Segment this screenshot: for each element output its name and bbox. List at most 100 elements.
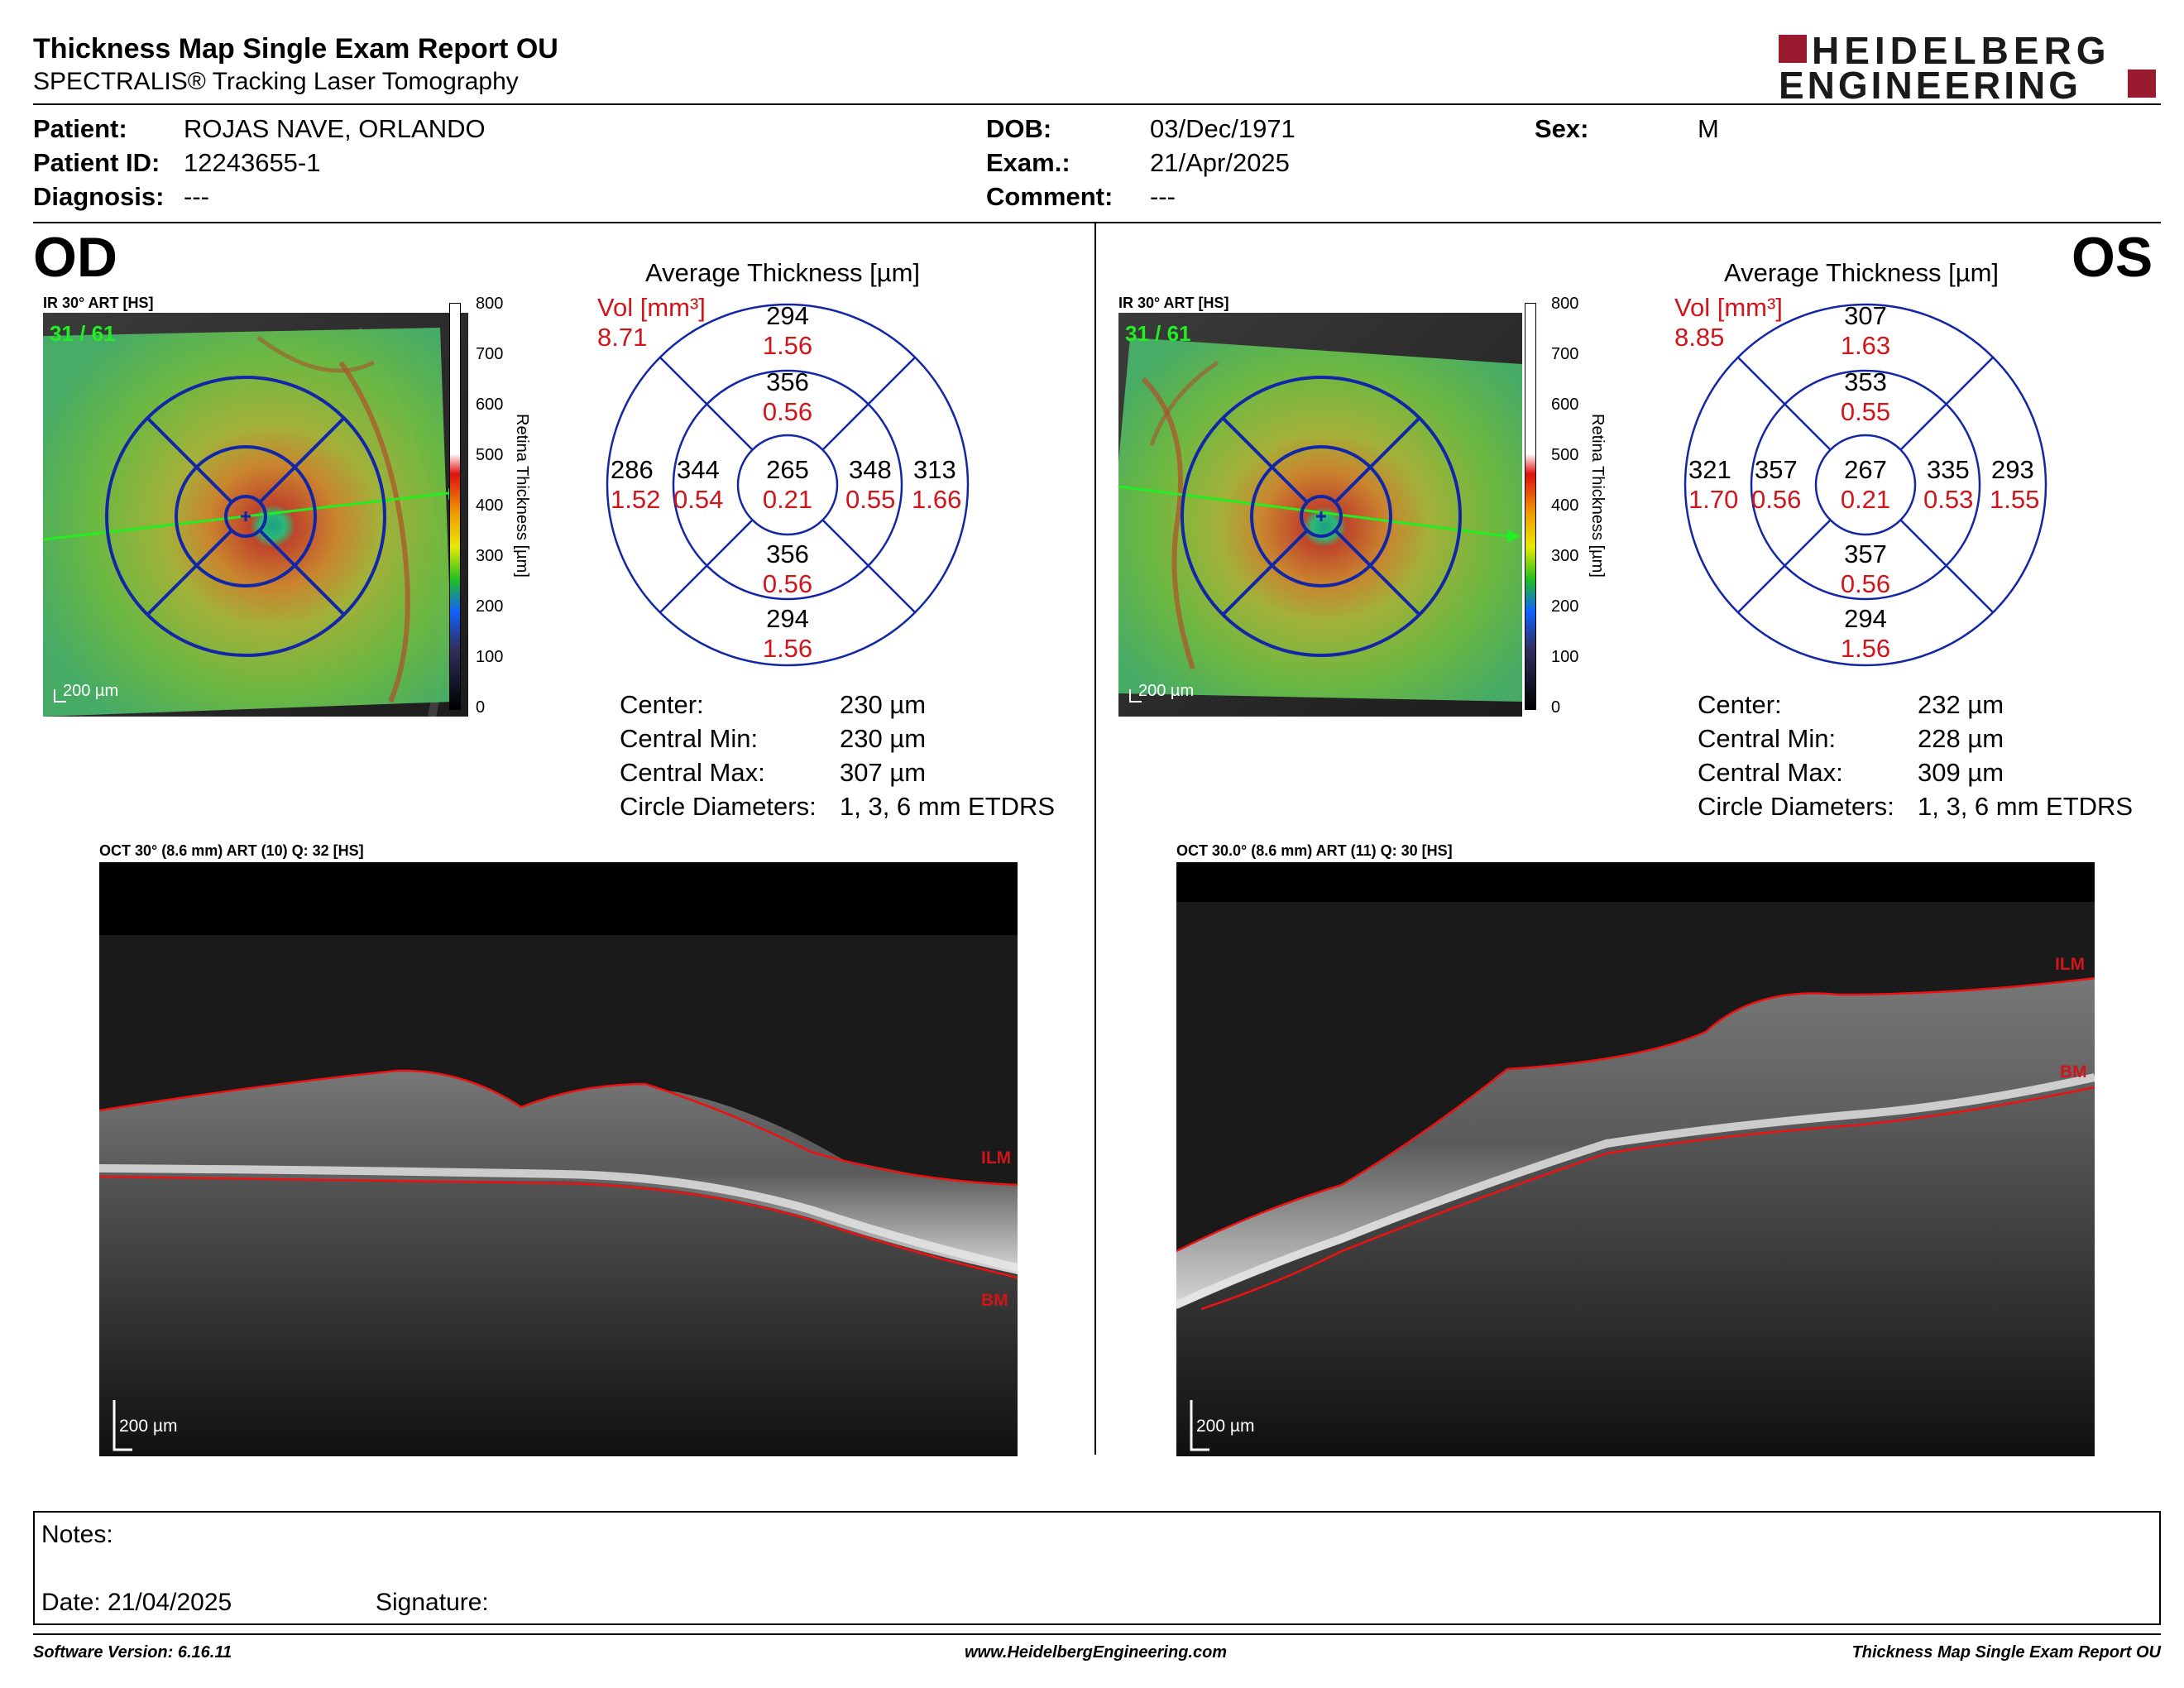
date-label: Date: 21/04/2025 [41, 1589, 232, 1616]
thickness-colorbar-os: 800 700 600 500 400 300 200 100 0 [1525, 295, 1607, 717]
outer-inf-thickness: 294 [766, 604, 809, 633]
scale-bar-od: 200 µm [63, 682, 119, 700]
outer-inf-volume: 1.56 [1840, 634, 1891, 663]
eye-label-od: OD [33, 226, 117, 289]
outer-sup-thickness: 307 [1844, 301, 1887, 330]
signature-label: Signature: [376, 1589, 489, 1616]
outer-left-thickness: 321 [1688, 455, 1731, 484]
outer-right-volume: 1.66 [912, 485, 962, 514]
outer-inf-volume: 1.56 [762, 634, 813, 663]
inner-right-volume: 0.53 [1923, 485, 1974, 514]
stat-center-label-os: Center: [1698, 690, 1782, 719]
report-subtitle: SPECTRALIS® Tracking Laser Tomography [33, 68, 519, 95]
inner-sup-thickness: 356 [766, 367, 809, 396]
etdrs-grid-od [606, 303, 970, 667]
outer-sup-thickness: 294 [766, 301, 809, 330]
patient-id: 12243655-1 [184, 148, 321, 177]
etdrs-values-os: 307 1.63 353 0.55 267 0.21 357 0.56 294 … [1682, 301, 2049, 669]
vol-value-od: 8.71 [597, 323, 648, 352]
stat-min-label-od: Central Min: [620, 724, 759, 753]
heidelberg-logo: HEIDELBERG ENGINEERING [1779, 29, 2159, 107]
oct-scale-od: 200 µm [119, 1417, 178, 1436]
inner-inf-volume: 0.56 [762, 569, 813, 598]
patient-label: Patient: [33, 114, 127, 143]
grid-title-os: Average Thickness [µm] [1724, 258, 2000, 287]
stat-diam-label-od: Circle Diameters: [620, 792, 817, 821]
stat-max-label-od: Central Max: [620, 758, 765, 787]
inner-right-thickness: 348 [849, 455, 892, 484]
inner-sup-thickness: 353 [1844, 367, 1887, 396]
inner-right-thickness: 335 [1927, 455, 1970, 484]
inner-left-volume: 0.54 [673, 485, 724, 514]
outer-left-thickness: 286 [611, 455, 654, 484]
colorbar-label-os: Retina Thickness [µm] [1588, 414, 1607, 578]
ir-label-od: IR 30° ART [HS] [43, 295, 154, 311]
comment-label: Comment: [986, 182, 1114, 211]
sex-label: Sex: [1535, 114, 1589, 143]
stat-max-value-os: 309 µm [1918, 758, 2004, 787]
sex-value: M [1698, 114, 1719, 143]
etdrs-values-od: 294 1.56 356 0.56 265 0.21 356 0.56 294 … [604, 301, 971, 669]
patient-name: ROJAS NAVE, ORLANDO [184, 114, 486, 143]
website-link[interactable]: www.HeidelbergEngineering.com [965, 1643, 1228, 1662]
exam-value: 21/Apr/2025 [1150, 148, 1290, 177]
stat-min-value-os: 228 µm [1918, 724, 2004, 753]
inner-left-thickness: 344 [677, 455, 720, 484]
oct-bscan-os: ILM BM 200 µm [1176, 862, 2095, 1456]
scale-bar-os: 200 µm [1138, 682, 1195, 700]
colorbar-label-od: Retina Thickness [µm] [513, 414, 531, 578]
stat-center-value-od: 230 µm [840, 690, 927, 719]
oct-bscan-od: ILM BM 200 µm [99, 862, 1018, 1456]
center-volume: 0.21 [762, 485, 813, 514]
inner-sup-volume: 0.56 [762, 397, 813, 426]
inner-left-thickness: 357 [1755, 455, 1798, 484]
bm-label-od: BM [981, 1291, 1008, 1310]
stat-diam-label-os: Circle Diameters: [1698, 792, 1894, 821]
oct-label-os: OCT 30.0° (8.6 mm) ART (11) Q: 30 [HS] [1176, 842, 1453, 859]
fundus-thickness-map-os: 31 / 61 200 µm [1118, 313, 1522, 717]
diagnosis-label: Diagnosis: [33, 182, 165, 211]
ir-label-os: IR 30° ART [HS] [1118, 295, 1229, 311]
eye-label-os: OS [2071, 226, 2153, 289]
vol-label-os: Vol [mm³] [1674, 293, 1783, 322]
outer-left-volume: 1.70 [1688, 485, 1739, 514]
outer-sup-volume: 1.56 [762, 331, 813, 360]
exam-label: Exam.: [986, 148, 1070, 177]
outer-inf-thickness: 294 [1844, 604, 1887, 633]
dob-label: DOB: [986, 114, 1052, 143]
center-volume: 0.21 [1840, 485, 1891, 514]
dob-value: 03/Dec/1971 [1150, 114, 1296, 143]
outer-right-volume: 1.55 [1990, 485, 2040, 514]
footer-report-name: Thickness Map Single Exam Report OU [1851, 1643, 2161, 1662]
inner-inf-volume: 0.56 [1840, 569, 1891, 598]
report-title: Thickness Map Single Exam Report OU [33, 33, 558, 65]
notes-label: Notes: [41, 1521, 113, 1548]
patient-id-label: Patient ID: [33, 148, 160, 177]
vol-label-od: Vol [mm³] [597, 293, 706, 322]
stat-diam-value-os: 1, 3, 6 mm ETDRS [1918, 792, 2134, 821]
comment-value: --- [1150, 182, 1176, 211]
oct-label-od: OCT 30° (8.6 mm) ART (10) Q: 32 [HS] [99, 842, 364, 859]
inner-left-volume: 0.56 [1751, 485, 1802, 514]
bm-label-os: BM [2060, 1062, 2087, 1081]
center-thickness: 267 [1844, 455, 1887, 484]
diagnosis-value: --- [184, 182, 209, 211]
thickness-colorbar-od: 800 700 600 500 400 300 200 100 0 [449, 295, 532, 717]
frame-count-od: 31 / 61 [50, 321, 116, 346]
notes-box: Notes: Date: 21/04/2025 Signature: [33, 1511, 2161, 1625]
stat-min-label-os: Central Min: [1698, 724, 1837, 753]
outer-sup-volume: 1.63 [1840, 331, 1891, 360]
stat-min-value-od: 230 µm [840, 724, 927, 753]
outer-left-volume: 1.52 [611, 485, 661, 514]
stat-max-label-os: Central Max: [1698, 758, 1843, 787]
stat-max-value-od: 307 µm [840, 758, 927, 787]
stat-center-label-od: Center: [620, 690, 704, 719]
stat-diam-value-od: 1, 3, 6 mm ETDRS [840, 792, 1056, 821]
vol-value-os: 8.85 [1674, 323, 1725, 352]
outer-right-thickness: 313 [913, 455, 956, 484]
ilm-label-od: ILM [981, 1149, 1012, 1168]
inner-sup-volume: 0.55 [1840, 397, 1891, 426]
software-version: Software Version: 6.16.11 [33, 1643, 232, 1662]
stat-center-value-os: 232 µm [1918, 690, 2004, 719]
frame-count-os: 31 / 61 [1125, 321, 1191, 346]
